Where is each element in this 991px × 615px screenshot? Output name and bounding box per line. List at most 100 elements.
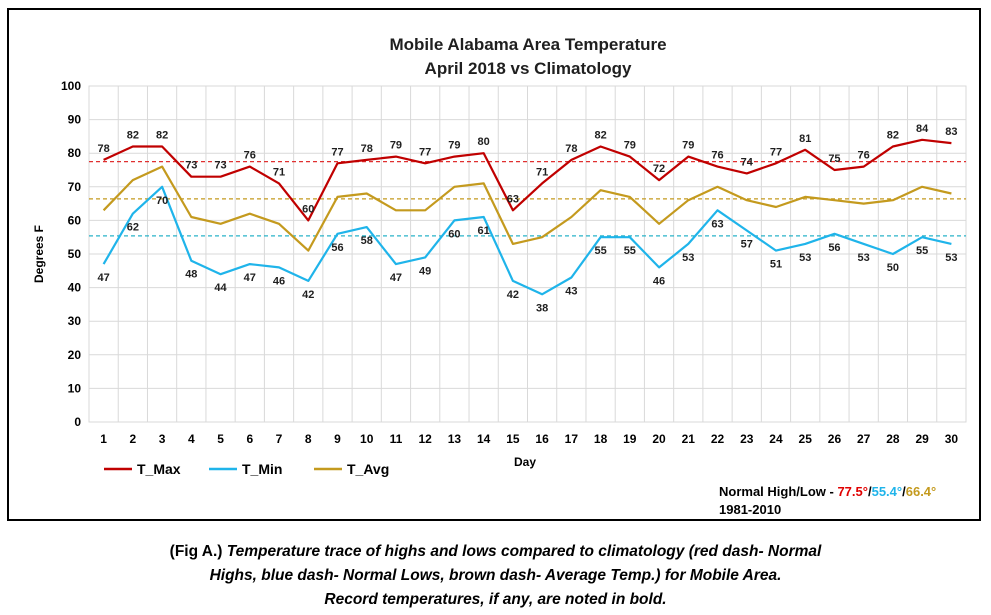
tmin-data-label: 42: [507, 289, 519, 301]
tmax-data-label: 79: [682, 140, 694, 152]
tmax-data-label: 82: [156, 129, 168, 141]
separator-1: /: [868, 484, 872, 499]
tmin-data-label: 47: [97, 272, 109, 284]
tmin-data-label: 70: [156, 195, 168, 207]
x-tick-label: 30: [945, 432, 959, 446]
x-tick-label: 1: [100, 432, 107, 446]
x-tick-label: 26: [828, 432, 842, 446]
y-tick-label: 10: [68, 381, 82, 395]
tmax-data-label: 78: [565, 143, 577, 155]
x-tick-label: 2: [130, 432, 137, 446]
tmax-data-label: 60: [302, 203, 314, 215]
x-tick-label: 11: [390, 432, 403, 446]
legend-label: T_Max: [137, 461, 181, 477]
normal-avg-value: 66.4°: [906, 484, 937, 499]
tmin-data-label: 51: [770, 259, 782, 271]
tmax-data-label: 77: [419, 146, 431, 158]
x-tick-label: 23: [740, 432, 754, 446]
x-tick-label: 16: [535, 432, 549, 446]
x-tick-label: 22: [711, 432, 725, 446]
legend: T_Max T_Min T_Avg: [104, 461, 389, 477]
separator-2: /: [902, 484, 906, 499]
tmax-data-label: 71: [536, 166, 548, 178]
normal-period: 1981-2010: [719, 502, 781, 517]
y-axis-title: Degrees F: [32, 225, 46, 283]
tmin-data-label: 53: [945, 252, 957, 264]
tmax-data-label: 82: [127, 129, 139, 141]
tmax-data-label: 76: [711, 150, 723, 162]
tmin-data-label: 53: [799, 252, 811, 264]
tmax-data-label: 63: [507, 193, 519, 205]
series-line-t-avg: [102, 165, 952, 252]
series-line-t-min: [102, 185, 952, 296]
tmax-data-label: 82: [887, 129, 899, 141]
figure-caption: (Fig A.) Temperature trace of highs and …: [0, 540, 991, 612]
series-line-t-max: [103, 138, 952, 222]
x-tick-label: 14: [477, 432, 491, 446]
tmax-data-label: 81: [799, 133, 811, 145]
chart-title-line2: April 2018 vs Climatology: [425, 59, 632, 78]
chart-svg: Mobile Alabama Area Temperature April 20…: [32, 35, 967, 517]
tmin-data-label: 55: [594, 245, 606, 257]
x-tick-label: 19: [623, 432, 637, 446]
tmax-data-label: 78: [97, 143, 109, 155]
tmax-data-label: 71: [273, 166, 285, 178]
x-tick-label: 27: [857, 432, 871, 446]
tmin-data-label: 47: [390, 272, 402, 284]
tmin-data-label: 55: [624, 245, 636, 257]
x-tick-label: 17: [565, 432, 579, 446]
x-tick-label: 29: [915, 432, 929, 446]
tmin-data-label: 42: [302, 289, 314, 301]
y-tick-labels: 0 10 20 30 40 50 60 70 80 90 100: [61, 79, 81, 429]
tmin-data-label: 58: [361, 235, 373, 247]
tmin-data-label: 62: [127, 222, 139, 234]
tmin-data-label: 43: [565, 286, 577, 298]
x-tick-label: 28: [886, 432, 900, 446]
tmax-data-label: 77: [331, 146, 343, 158]
tmax-data-label: 74: [741, 156, 754, 168]
tmax-data-label: 77: [770, 146, 782, 158]
x-tick-label: 25: [799, 432, 813, 446]
tmax-data-label: 72: [653, 163, 665, 175]
y-tick-label: 60: [68, 213, 82, 227]
y-tick-label: 40: [68, 281, 82, 295]
normal-high-low: Normal High/Low - 77.5°/55.4°/66.4°: [719, 484, 936, 499]
tmax-data-label: 78: [361, 143, 373, 155]
tmin-data-label: 50: [887, 262, 899, 274]
caption-line1: (Fig A.) Temperature trace of highs and …: [0, 540, 991, 564]
tmax-data-label: 80: [478, 136, 490, 148]
x-tick-label: 8: [305, 432, 312, 446]
tmin-data-label: 47: [244, 272, 256, 284]
x-tick-label: 18: [594, 432, 608, 446]
y-tick-label: 70: [68, 180, 82, 194]
x-tick-label: 7: [276, 432, 283, 446]
tmin-data-label: 46: [273, 275, 285, 287]
tmax-data-label: 84: [916, 123, 929, 135]
tmin-data-label: 60: [448, 228, 460, 240]
caption-line2: Highs, blue dash- Normal Lows, brown das…: [209, 567, 782, 584]
tmax-data-label: 79: [390, 140, 402, 152]
tmin-data-label: 57: [741, 238, 753, 250]
tmin-data-label: 55: [916, 245, 928, 257]
y-tick-label: 50: [68, 247, 82, 261]
caption-line3: Record temperatures, if any, are noted i…: [324, 591, 667, 608]
normal-high-value: 77.5°: [837, 484, 868, 499]
tmax-data-label: 79: [448, 140, 460, 152]
chart-title-line1: Mobile Alabama Area Temperature: [389, 35, 666, 54]
tmin-data-label: 63: [711, 218, 723, 230]
x-axis-title: Day: [514, 455, 536, 469]
tmin-data-label: 56: [331, 242, 343, 254]
x-tick-label: 13: [448, 432, 462, 446]
tmin-data-label: 49: [419, 265, 431, 277]
y-tick-label: 0: [74, 415, 81, 429]
y-tick-label: 20: [68, 348, 82, 362]
legend-label: T_Min: [242, 461, 282, 477]
normal-label: Normal High/Low -: [719, 484, 837, 499]
x-tick-label: 10: [360, 432, 374, 446]
normal-low-value: 55.4°: [872, 484, 903, 499]
x-tick-label: 9: [334, 432, 341, 446]
tmax-data-label: 76: [244, 150, 256, 162]
caption-prefix: (Fig A.): [169, 543, 227, 560]
x-tick-label: 15: [506, 432, 520, 446]
tmin-data-label: 38: [536, 302, 548, 314]
